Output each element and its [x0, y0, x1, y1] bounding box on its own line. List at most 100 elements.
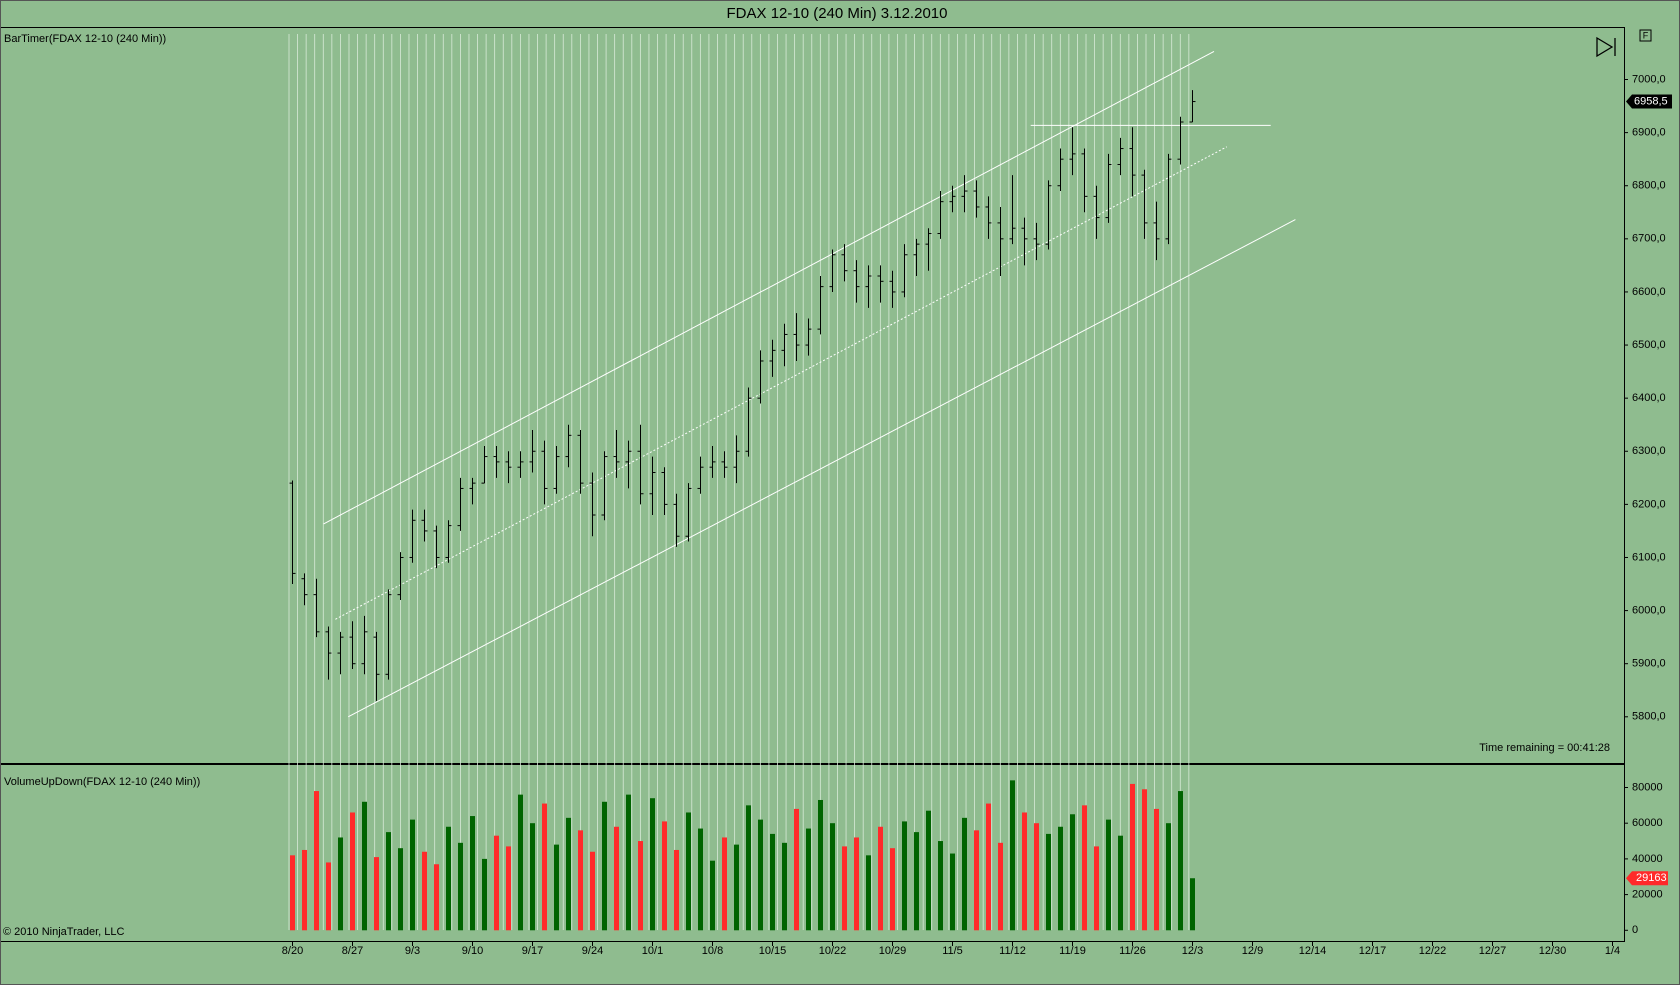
- volume-bar: [470, 816, 475, 931]
- last-price-label: 6958,5: [1634, 95, 1668, 107]
- volume-bar: [974, 830, 979, 931]
- y-tick-label: 6800,0: [1632, 180, 1666, 192]
- volume-bar: [1166, 823, 1171, 931]
- volume-bar: [398, 848, 403, 931]
- volume-bar: [590, 851, 595, 931]
- x-tick-label: 12/27: [1479, 945, 1507, 957]
- x-tick-label: 1/4: [1605, 945, 1620, 957]
- x-tick-label: 10/22: [819, 945, 847, 957]
- trend-lines: [323, 50, 1296, 718]
- volume-tick-label: 40000: [1632, 853, 1663, 865]
- volume-bar: [962, 817, 967, 931]
- y-tick-label: 6100,0: [1632, 551, 1666, 563]
- x-tick-label: 11/5: [942, 945, 963, 957]
- volume-bar: [1070, 814, 1075, 931]
- volume-bar: [350, 812, 355, 931]
- y-tick-label: 6000,0: [1632, 604, 1666, 616]
- volume-bar: [662, 821, 667, 931]
- volume-bar: [566, 817, 571, 931]
- volume-tick-label: 20000: [1632, 888, 1663, 900]
- x-tick-label: 10/8: [702, 945, 723, 957]
- y-tick-label: 6200,0: [1632, 498, 1666, 510]
- volume-bar: [986, 803, 991, 931]
- volume-bar: [386, 832, 391, 931]
- volume-bar: [1130, 783, 1135, 931]
- volume-bar: [686, 812, 691, 931]
- x-tick-label: 9/17: [522, 945, 543, 957]
- volume-bar: [638, 841, 643, 931]
- volume-bar: [1142, 789, 1147, 931]
- x-tick-label: 10/15: [759, 945, 787, 957]
- volume-bar: [530, 823, 535, 931]
- channel-upper: [323, 50, 1215, 525]
- volume-bar: [1106, 819, 1111, 931]
- y-tick-label: 6400,0: [1632, 392, 1666, 404]
- copyright: © 2010 NinjaTrader, LLC: [3, 926, 124, 938]
- volume-bar: [1046, 833, 1051, 931]
- volume-bar: [902, 821, 907, 931]
- volume-bar: [734, 844, 739, 931]
- volume-bar: [1118, 835, 1123, 931]
- panel-button[interactable]: [1639, 29, 1652, 42]
- volume-bar: [722, 837, 727, 931]
- x-tick-label: 10/29: [879, 945, 907, 957]
- volume-bar: [434, 864, 439, 931]
- y-tick-label: 5900,0: [1632, 658, 1666, 670]
- volume-bar: [578, 830, 583, 931]
- volume-bar: [914, 832, 919, 931]
- x-tick-label: 11/12: [999, 945, 1026, 957]
- volume-bar: [458, 842, 463, 931]
- channel-lower: [347, 219, 1296, 718]
- volume-bar: [1058, 826, 1063, 931]
- volume-bar: [758, 819, 763, 931]
- y-tick-label: 6700,0: [1632, 233, 1666, 245]
- volume-bar: [842, 846, 847, 931]
- x-tick-label: 12/30: [1539, 945, 1567, 957]
- last-volume-marker: [1626, 871, 1668, 886]
- volume-bar: [302, 849, 307, 931]
- volume-bar: [494, 835, 499, 931]
- volume-bar: [950, 853, 955, 931]
- volume-bar: [746, 805, 751, 931]
- x-tick-label: 12/3: [1182, 945, 1203, 957]
- volume-bar: [1082, 805, 1087, 931]
- day-lines: [288, 34, 1190, 930]
- x-tick-label: 10/1: [642, 945, 663, 957]
- panel-button-label[interactable]: F: [1643, 30, 1649, 40]
- x-tick-label: 12/9: [1242, 945, 1263, 957]
- volume-bar: [1022, 812, 1027, 931]
- volume-bar: [518, 794, 523, 931]
- volume-bar: [614, 826, 619, 931]
- volume-bar: [674, 849, 679, 931]
- y-tick-label: 6900,0: [1632, 127, 1666, 139]
- volume-bar: [1034, 823, 1039, 931]
- volume-bar: [314, 791, 319, 931]
- volume-bar: [290, 855, 295, 931]
- volume-bar: [422, 851, 427, 931]
- x-tick-label: 9/24: [582, 945, 603, 957]
- volume-bar: [506, 846, 511, 931]
- play-icon[interactable]: [1596, 36, 1614, 58]
- volume-tick-label: 60000: [1632, 817, 1663, 829]
- play-button[interactable]: [1596, 36, 1616, 58]
- y-tick-label: 6600,0: [1632, 286, 1666, 298]
- volume-bar: [1010, 780, 1015, 931]
- volume-bar: [374, 857, 379, 931]
- volume-bar: [710, 860, 715, 931]
- y-tick-label: 5800,0: [1632, 711, 1666, 723]
- volume-bar: [626, 794, 631, 931]
- volume-bar: [446, 826, 451, 931]
- volume-bar: [998, 842, 1003, 931]
- volume-bar: [338, 837, 343, 931]
- x-tick-label: 12/17: [1359, 945, 1387, 957]
- volume-tick-label: 80000: [1632, 781, 1663, 793]
- volume-bar: [482, 858, 487, 931]
- volume-bar: [830, 823, 835, 931]
- chart-title: FDAX 12-10 (240 Min) 3.12.2010: [727, 5, 948, 22]
- y-tick-label: 7000,0: [1632, 73, 1666, 85]
- volume-bar: [794, 808, 799, 931]
- volume-bar: [1178, 791, 1183, 931]
- x-tick-label: 11/26: [1119, 945, 1146, 957]
